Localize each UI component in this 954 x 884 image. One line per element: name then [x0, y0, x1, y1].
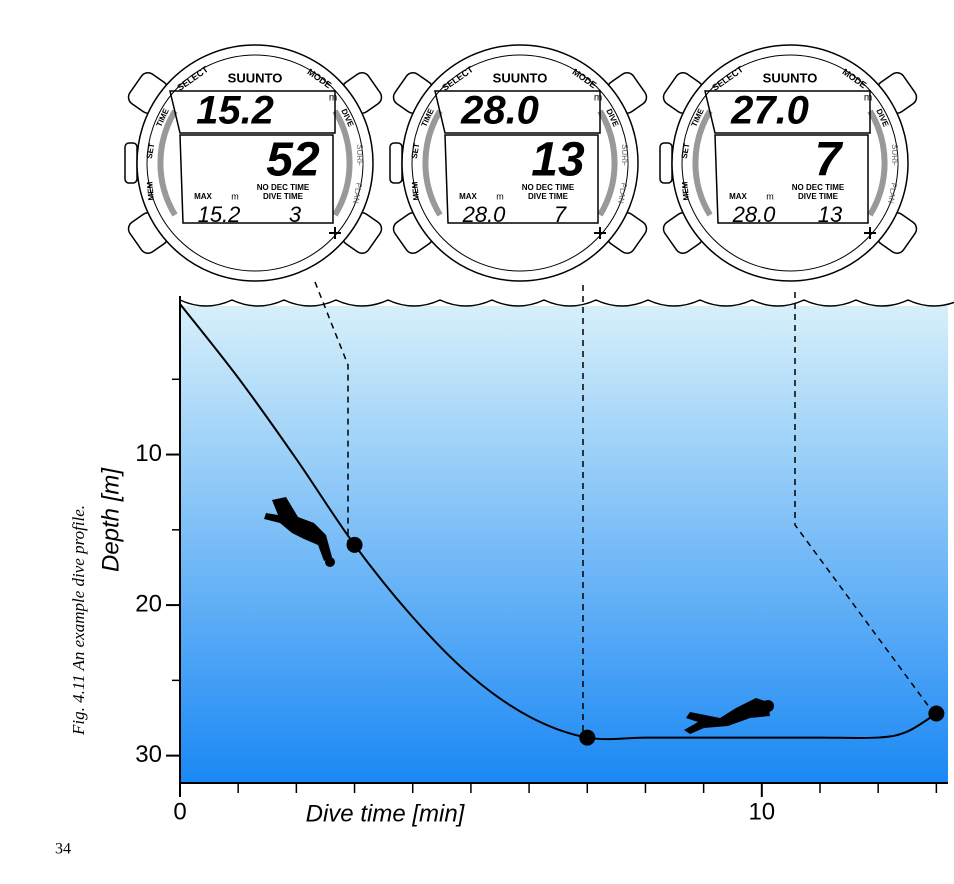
page-number: 34	[55, 841, 71, 858]
watch-text: 3	[289, 202, 302, 227]
watch-text: m	[594, 93, 602, 104]
watch-text: SET	[145, 142, 157, 159]
watch-text: m	[496, 191, 504, 201]
marker	[928, 705, 945, 722]
y-axis-title: Depth [m]	[97, 467, 124, 572]
watch-text: 15.2	[198, 202, 241, 227]
watch-text: m	[864, 93, 872, 104]
watch-text: m	[766, 191, 774, 201]
watch-text: SUUNTO	[763, 70, 818, 85]
watch-text: SURF	[890, 144, 899, 166]
display	[434, 90, 601, 224]
bezel	[401, 44, 639, 282]
plus	[329, 227, 341, 239]
watch-text: 27.0	[730, 89, 809, 133]
bezel	[136, 44, 374, 282]
side-button	[389, 142, 403, 184]
x-tick-label: 10	[748, 798, 775, 825]
plus	[594, 227, 606, 239]
x-tick-label: 0	[173, 798, 186, 825]
arc-left	[692, 109, 713, 217]
connector	[794, 292, 936, 716]
arc-left	[422, 109, 443, 217]
watch-text: PLAN	[351, 182, 364, 204]
connectors	[314, 281, 936, 740]
watch-text: NO DEC TIME	[522, 183, 575, 192]
watch-text: SURF	[355, 144, 364, 166]
marker	[579, 729, 596, 746]
watch-text: 7	[554, 202, 567, 227]
x-axis-title: Dive time [min]	[306, 800, 466, 827]
watch-text: 15.2	[196, 89, 274, 133]
watch-text: DIVE TIME	[528, 192, 569, 201]
watch-text: 52	[266, 134, 320, 187]
arc-right	[332, 109, 353, 217]
watch-text: SURF	[620, 144, 629, 166]
watch-text: MEM	[145, 181, 156, 201]
bezel-inner	[146, 54, 364, 272]
watch-text: NO DEC TIME	[792, 183, 845, 192]
watch-text: SUUNTO	[228, 70, 283, 85]
arc-left	[157, 109, 178, 217]
side-button	[659, 142, 673, 184]
y-tick-label: 20	[135, 590, 162, 617]
watch-text: m	[329, 93, 337, 104]
bezel	[671, 44, 909, 282]
arc-right	[597, 109, 618, 217]
watch-text: SET	[680, 142, 692, 159]
plus	[864, 227, 876, 239]
watch-text: MAX	[729, 192, 747, 201]
watch-text: SUUNTO	[493, 70, 548, 85]
watch-text: 28.0	[460, 89, 539, 133]
watch-text: MAX	[194, 192, 212, 201]
profile-line	[179, 303, 937, 741]
watch-text: NO DEC TIME	[257, 183, 310, 192]
display	[704, 90, 871, 224]
watch-text: SET	[410, 142, 422, 159]
watch-text: 28.0	[462, 202, 507, 227]
watch-text: DIVE TIME	[263, 192, 304, 201]
diver-swimming	[684, 698, 774, 734]
watch-text: DIVE TIME	[798, 192, 839, 201]
marker	[346, 536, 363, 553]
side-button	[124, 142, 138, 184]
watch-text: 13	[531, 134, 585, 187]
water	[180, 306, 948, 783]
display	[169, 90, 336, 224]
bezel-inner	[681, 54, 899, 272]
water-surface	[179, 299, 954, 307]
watch-text: MEM	[410, 181, 421, 201]
watch-text: m	[231, 191, 239, 201]
watch-text: 13	[818, 202, 843, 227]
connector	[314, 281, 349, 545]
watch-text: 28.0	[732, 202, 777, 227]
watch-text: MAX	[459, 192, 477, 201]
watch-text: 7	[815, 134, 844, 187]
watch-text: PLAN	[616, 182, 629, 204]
watch-text: MEM	[680, 181, 691, 201]
y-tick-label: 10	[135, 440, 162, 467]
caption: Fig. 4.11 An example dive profile.	[69, 505, 88, 736]
y-tick-label: 30	[135, 741, 162, 768]
bezel-inner	[411, 54, 629, 272]
arc-right	[867, 109, 888, 217]
diver-descending	[264, 497, 335, 567]
watch-text: PLAN	[886, 182, 899, 204]
